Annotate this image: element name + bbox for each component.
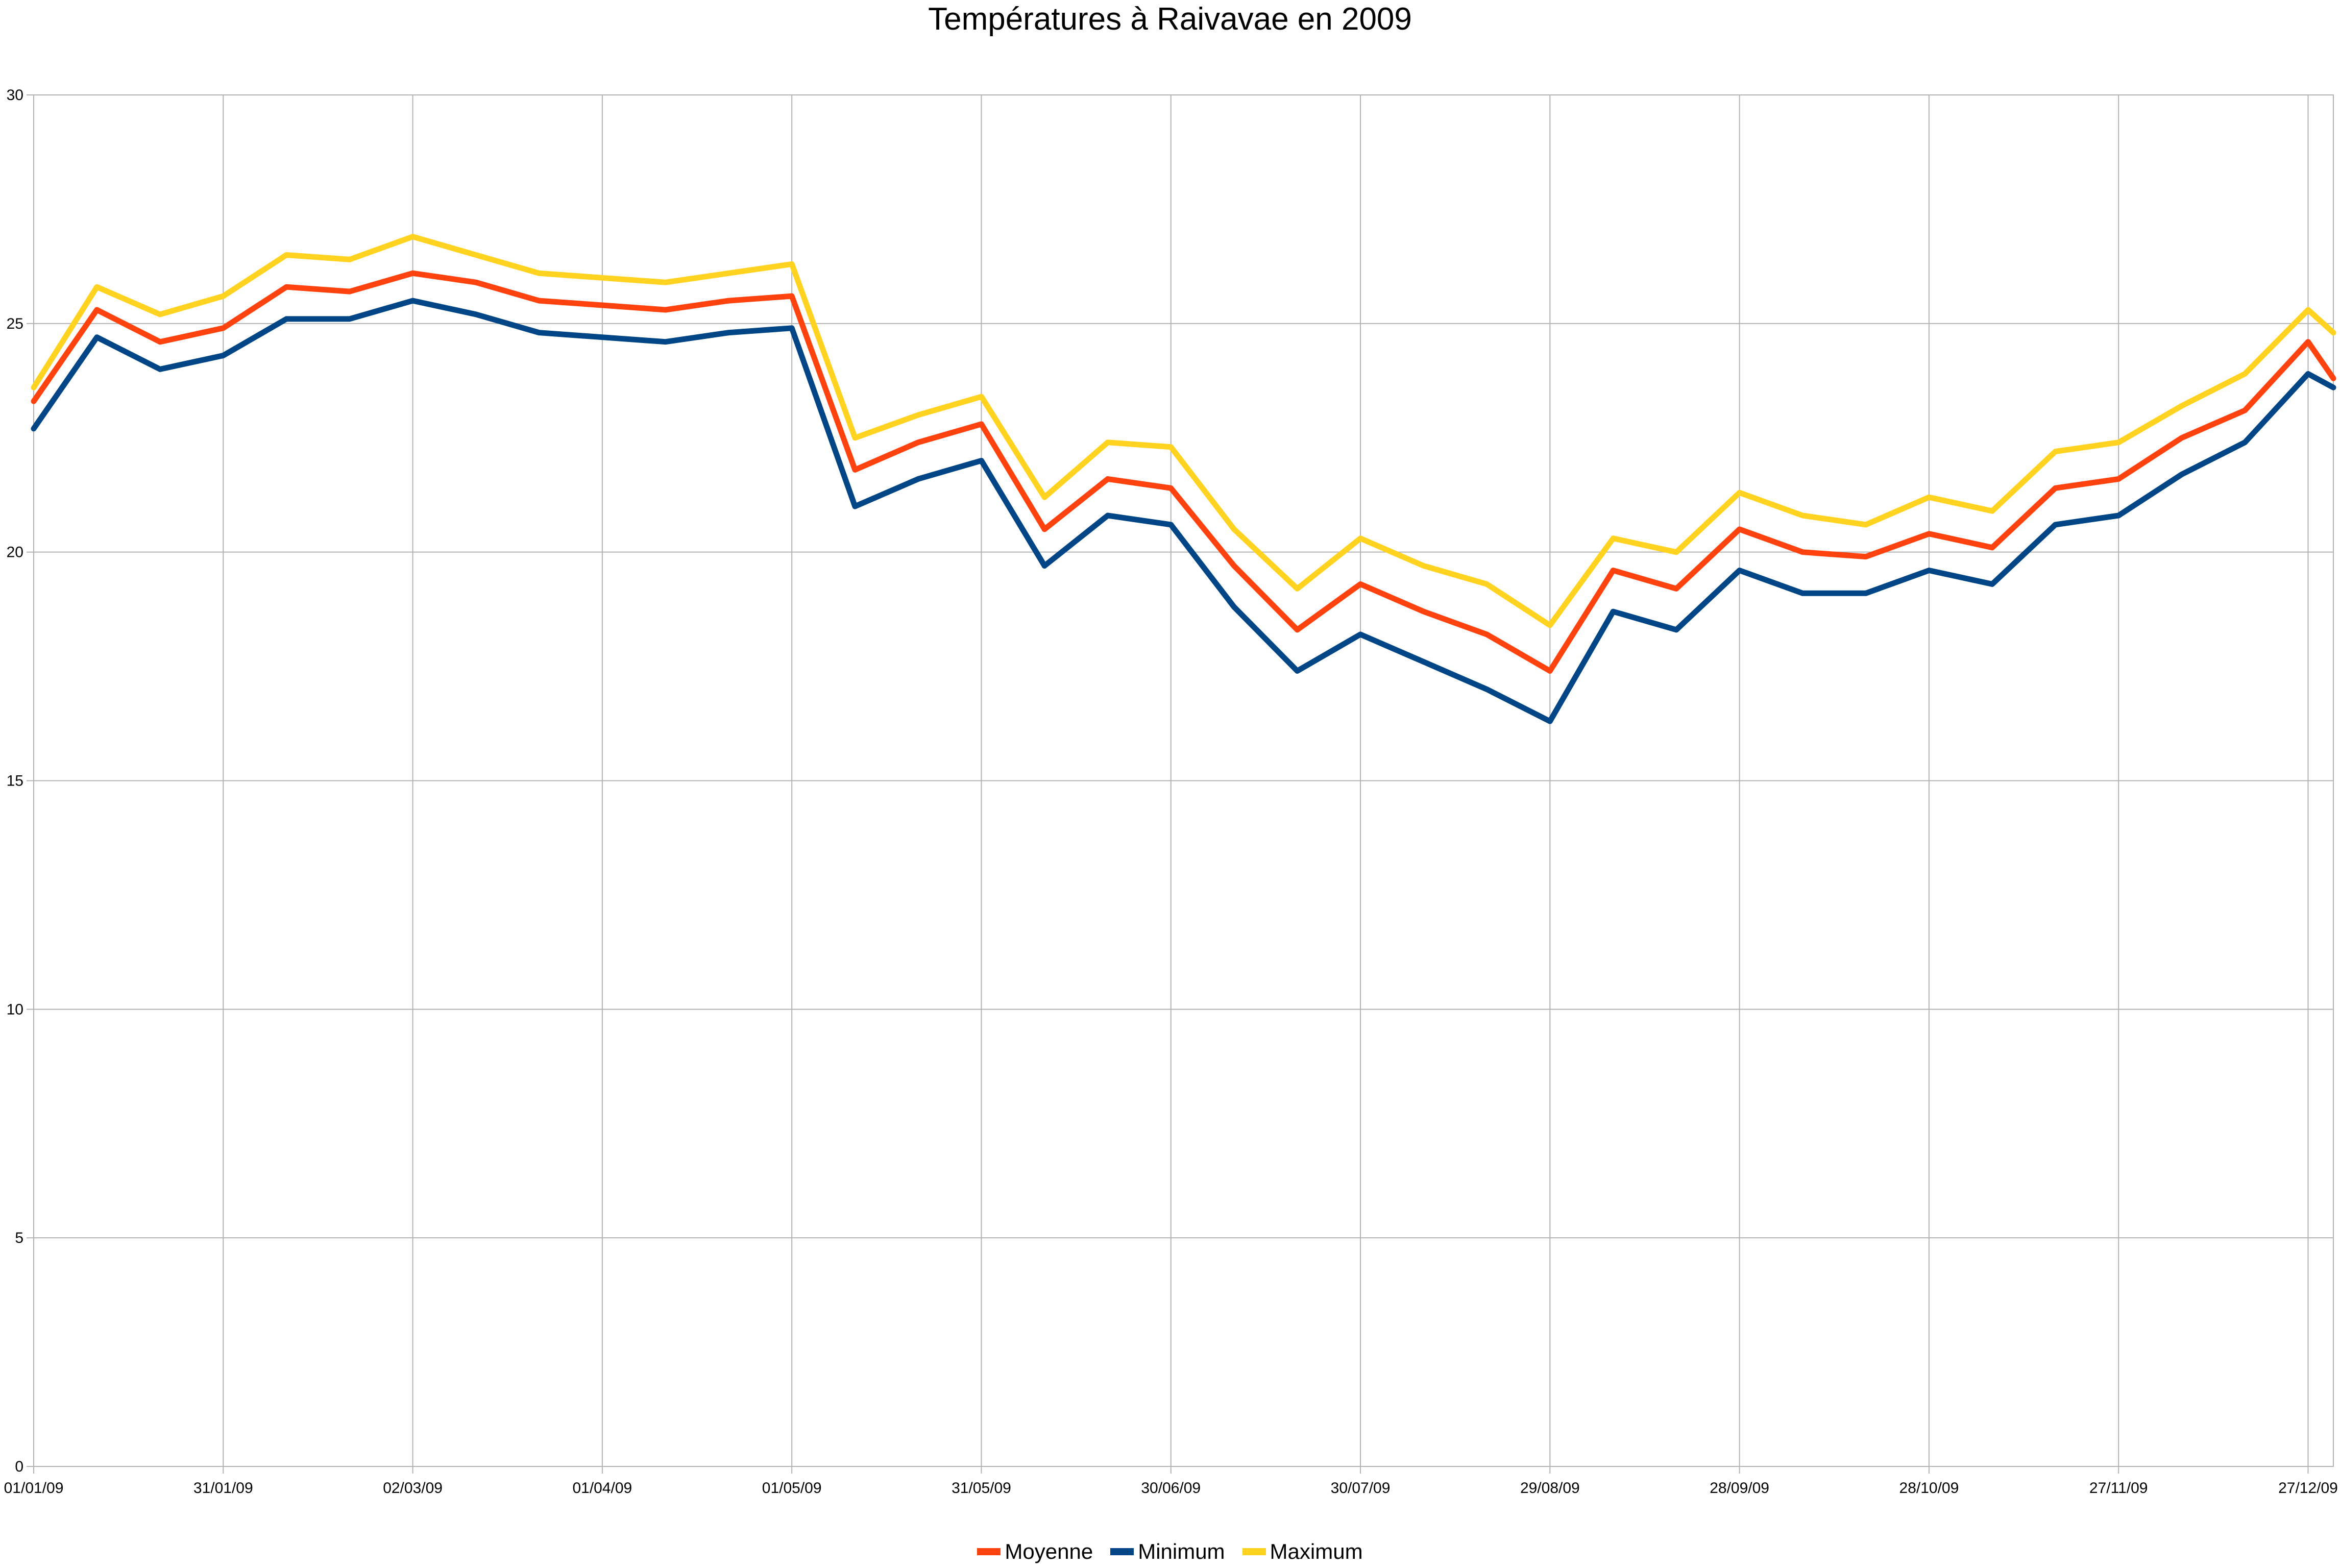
x-tick-label: 01/05/09: [762, 1480, 822, 1497]
y-tick-label: 25: [7, 315, 23, 332]
x-tick-label: 30/07/09: [1331, 1480, 1391, 1497]
y-tick-label: 15: [7, 773, 23, 790]
legend-label: Moyenne: [1005, 1539, 1093, 1563]
x-tick-label: 01/01/09: [4, 1480, 64, 1497]
legend-label: Minimum: [1138, 1539, 1225, 1563]
x-tick-label: 28/10/09: [1899, 1480, 1959, 1497]
chart-title: Températures à Raivavae en 2009: [928, 2, 1412, 37]
y-tick-label: 0: [15, 1458, 23, 1475]
legend-swatch: [1242, 1548, 1266, 1555]
y-tick-label: 10: [7, 1001, 23, 1018]
y-tick-label: 30: [7, 87, 23, 104]
x-tick-label: 02/03/09: [383, 1480, 443, 1497]
x-tick-label: 28/09/09: [1710, 1480, 1769, 1497]
x-tick-label: 29/08/09: [1520, 1480, 1580, 1497]
x-tick-label: 27/11/09: [2089, 1480, 2148, 1497]
series-line-moyenne: [31, 270, 2336, 674]
legend-item-maximum: Maximum: [1242, 1539, 1363, 1564]
y-tick-label: 20: [7, 544, 23, 561]
legend-item-minimum: Minimum: [1110, 1539, 1225, 1564]
series-line-maximum: [31, 234, 2336, 628]
x-tick-label: 27/12/09: [2278, 1480, 2338, 1497]
x-tick-label: 01/04/09: [572, 1480, 632, 1497]
series-line-minimum: [31, 298, 2336, 724]
legend-item-moyenne: Moyenne: [977, 1539, 1093, 1564]
x-tick-label: 30/06/09: [1141, 1480, 1201, 1497]
x-tick-label: 31/01/09: [193, 1480, 253, 1497]
legend-label: Maximum: [1270, 1539, 1363, 1563]
legend-swatch: [1110, 1548, 1134, 1555]
y-tick-label: 5: [15, 1230, 23, 1246]
legend: Moyenne Minimum Maximum: [0, 1539, 2340, 1564]
x-tick-label: 31/05/09: [952, 1480, 1011, 1497]
legend-swatch: [977, 1548, 1001, 1555]
